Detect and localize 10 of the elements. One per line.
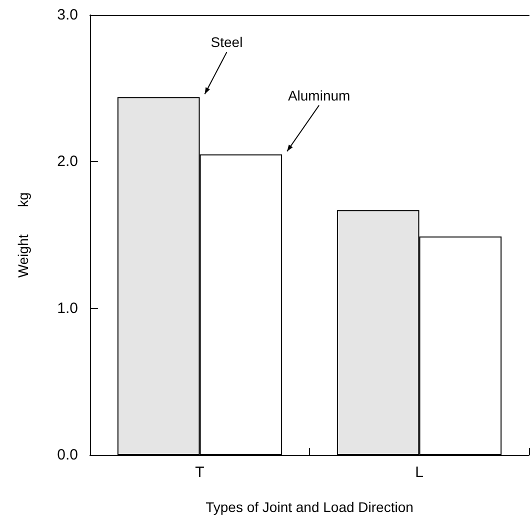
y-tick-label: 0.0 — [57, 446, 78, 464]
x-axis-title: Types of Joint and Load Direction — [206, 499, 414, 515]
x-tick-label: L — [415, 464, 424, 481]
y-tick-label: 3.0 — [57, 6, 78, 24]
y-axis-title: Weight kg — [15, 192, 31, 278]
x-tick-label: T — [195, 464, 204, 481]
text: Aluminum — [288, 87, 350, 104]
y-tick-label: 2.0 — [57, 153, 78, 170]
text: Steel — [210, 34, 243, 50]
y-tick-label: 1.0 — [57, 300, 78, 317]
